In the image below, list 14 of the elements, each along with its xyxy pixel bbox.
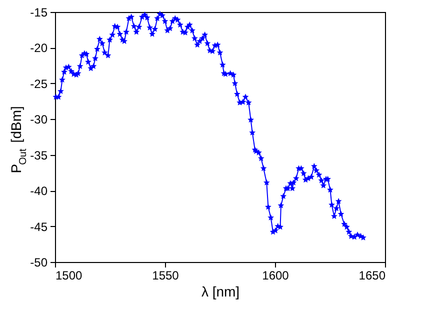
x-tick-label: 1500 [56, 268, 83, 282]
x-tick-label: 1550 [152, 268, 180, 282]
y-tick-label: -50 [30, 256, 48, 270]
y-tick-label: -35 [30, 148, 48, 162]
y-tick-label: -20 [30, 41, 48, 56]
y-axis-title: POut [dBm] [8, 106, 29, 174]
y-tick-label: -40 [30, 184, 48, 198]
x-axis-title: λ [nm] [201, 284, 240, 300]
y-tick-label: -45 [30, 220, 48, 234]
y-tick-label: -25 [30, 76, 48, 91]
y-tick-label: -15 [30, 6, 48, 20]
x-tick-label: 1650 [358, 268, 386, 282]
y-tick-label: -30 [30, 112, 48, 127]
x-tick-label: 1600 [262, 268, 290, 282]
